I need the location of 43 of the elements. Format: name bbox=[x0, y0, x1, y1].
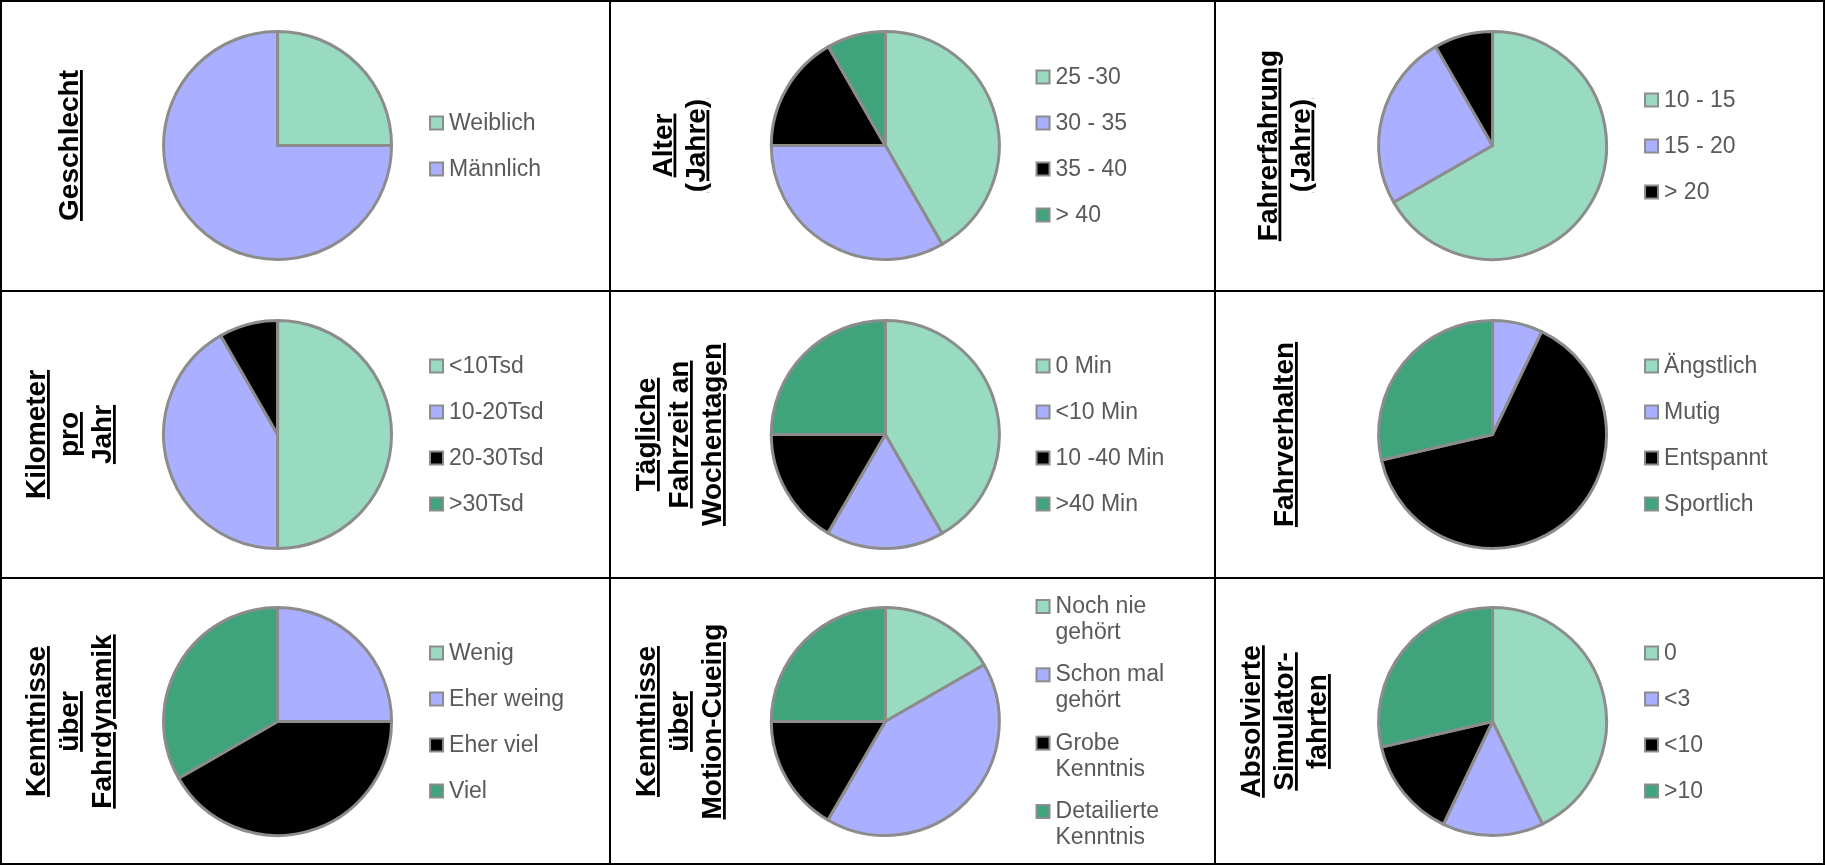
legend-label: Eher viel bbox=[449, 730, 539, 757]
pie-slice bbox=[162, 30, 394, 261]
text: Kenntnisse über Fahrdynamik bbox=[20, 633, 117, 809]
legend-label: Weiblich bbox=[449, 108, 536, 135]
legend-label: Viel bbox=[449, 776, 487, 803]
legend-label: Mutig bbox=[1664, 397, 1721, 424]
legend-label: > 40 bbox=[1055, 200, 1101, 227]
legend-label: >30Tsd bbox=[449, 489, 524, 516]
legend-label: > 20 bbox=[1664, 177, 1710, 204]
text: Kenntnisse über Motion-Cueing bbox=[630, 623, 727, 820]
legend-label: Ängstlich bbox=[1664, 351, 1758, 378]
legend-label: >10 bbox=[1664, 776, 1704, 803]
legend-label: Noch nie gehört bbox=[1055, 592, 1147, 644]
legend-label: <10 bbox=[1664, 730, 1704, 757]
legend-label: 0 bbox=[1664, 638, 1677, 665]
legend-label: Grobe Kenntnis bbox=[1055, 728, 1146, 781]
legend-label: 10 -40 Min bbox=[1055, 443, 1165, 470]
legend-label: <10 Min bbox=[1055, 397, 1138, 424]
legend-label: Eher weing bbox=[449, 684, 565, 711]
legend-label: 20-30Tsd bbox=[449, 443, 544, 470]
legend-label: <10Tsd bbox=[449, 351, 524, 378]
text: Fahrerfahrung (Jahre) bbox=[1251, 49, 1316, 242]
legend-label: 0 Min bbox=[1055, 351, 1112, 378]
legend-label: Wenig bbox=[449, 638, 514, 665]
legend-label: 30 - 35 bbox=[1055, 108, 1128, 135]
text: Kilometer pro Jahr bbox=[20, 369, 117, 500]
legend-label: Detailierte Kenntnis bbox=[1055, 797, 1160, 849]
legend-label: 35 - 40 bbox=[1055, 154, 1128, 181]
text: Tägliche Fahrzeit an Wochentagen bbox=[630, 342, 727, 527]
legend-label: 10-20Tsd bbox=[449, 397, 544, 424]
text: Absolvierte Simulator- fahrten bbox=[1235, 645, 1332, 798]
text: Geschlecht bbox=[53, 70, 84, 221]
legend-label: 25 -30 bbox=[1055, 62, 1121, 89]
legend-label: Sportlich bbox=[1664, 489, 1754, 516]
legend-label: Männlich bbox=[449, 154, 542, 181]
text: Fahrverhalten bbox=[1268, 341, 1299, 528]
legend-label: 15 - 20 bbox=[1664, 131, 1736, 158]
legend-label: 10 - 15 bbox=[1664, 85, 1736, 112]
text: Alter (Jahre) bbox=[646, 98, 711, 193]
legend-label: Entspannt bbox=[1664, 443, 1769, 470]
legend-label: >40 Min bbox=[1055, 489, 1138, 516]
legend-label: Schon mal gehört bbox=[1055, 660, 1165, 713]
legend-label: <3 bbox=[1664, 684, 1691, 711]
